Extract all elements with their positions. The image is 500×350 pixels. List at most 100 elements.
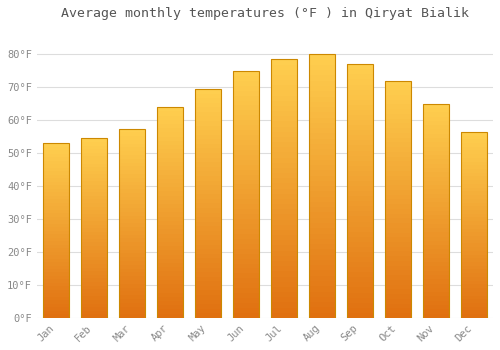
Bar — [194, 300, 221, 304]
Bar — [308, 197, 336, 202]
Bar — [156, 238, 183, 242]
Bar — [460, 214, 487, 217]
Bar — [80, 138, 107, 142]
Bar — [422, 224, 450, 228]
Bar — [460, 277, 487, 281]
Bar — [118, 314, 145, 318]
Bar — [384, 313, 411, 318]
Bar — [232, 140, 259, 145]
Bar — [194, 167, 221, 172]
Bar — [42, 168, 69, 171]
Bar — [346, 282, 374, 287]
Bar — [118, 276, 145, 280]
Bar — [80, 160, 107, 163]
Bar — [346, 298, 374, 303]
Bar — [194, 89, 221, 93]
Bar — [156, 145, 183, 149]
Bar — [384, 161, 411, 166]
Bar — [232, 249, 259, 254]
Bar — [194, 139, 221, 144]
Bar — [422, 194, 450, 198]
Bar — [232, 71, 259, 318]
Bar — [80, 178, 107, 181]
Bar — [118, 193, 145, 197]
Bar — [384, 124, 411, 128]
Bar — [384, 195, 411, 199]
Bar — [308, 181, 336, 186]
Bar — [156, 162, 183, 166]
Bar — [42, 231, 69, 234]
Bar — [346, 226, 374, 232]
Bar — [118, 307, 145, 310]
Bar — [422, 177, 450, 181]
Bar — [118, 272, 145, 276]
Bar — [232, 273, 259, 278]
Bar — [118, 132, 145, 136]
Bar — [270, 70, 297, 75]
Bar — [270, 209, 297, 215]
Bar — [42, 300, 69, 304]
Bar — [232, 76, 259, 81]
Bar — [460, 314, 487, 318]
Bar — [346, 257, 374, 262]
Bar — [156, 246, 183, 250]
Bar — [80, 257, 107, 260]
Bar — [118, 201, 145, 204]
Bar — [308, 91, 336, 97]
Bar — [156, 183, 183, 187]
Bar — [232, 81, 259, 86]
Bar — [232, 244, 259, 249]
Bar — [384, 308, 411, 313]
Bar — [346, 125, 374, 130]
Bar — [80, 171, 107, 174]
Bar — [422, 189, 450, 194]
Bar — [194, 181, 221, 185]
Bar — [460, 299, 487, 303]
Bar — [80, 138, 107, 318]
Bar — [80, 314, 107, 318]
Bar — [232, 234, 259, 239]
Bar — [42, 213, 69, 217]
Bar — [308, 286, 336, 292]
Bar — [232, 254, 259, 259]
Bar — [308, 76, 336, 81]
Bar — [156, 111, 183, 116]
Bar — [460, 288, 487, 292]
Bar — [346, 155, 374, 161]
Bar — [270, 168, 297, 173]
Bar — [384, 104, 411, 109]
Bar — [80, 235, 107, 239]
Bar — [422, 228, 450, 232]
Bar — [80, 282, 107, 286]
Bar — [308, 107, 336, 112]
Bar — [270, 163, 297, 168]
Bar — [42, 293, 69, 297]
Bar — [384, 90, 411, 95]
Bar — [422, 279, 450, 284]
Bar — [232, 283, 259, 288]
Bar — [118, 238, 145, 242]
Bar — [460, 184, 487, 188]
Bar — [422, 185, 450, 189]
Bar — [346, 201, 374, 206]
Bar — [460, 203, 487, 206]
Bar — [384, 199, 411, 204]
Bar — [194, 272, 221, 276]
Bar — [308, 307, 336, 313]
Bar — [42, 182, 69, 185]
Bar — [156, 217, 183, 221]
Bar — [308, 191, 336, 197]
Bar — [384, 214, 411, 218]
Bar — [346, 247, 374, 252]
Bar — [460, 240, 487, 244]
Bar — [460, 132, 487, 318]
Bar — [270, 313, 297, 318]
Bar — [80, 206, 107, 210]
Bar — [232, 120, 259, 125]
Bar — [80, 246, 107, 250]
Bar — [384, 275, 411, 280]
Bar — [232, 313, 259, 318]
Bar — [118, 269, 145, 272]
Bar — [460, 284, 487, 288]
Bar — [460, 295, 487, 299]
